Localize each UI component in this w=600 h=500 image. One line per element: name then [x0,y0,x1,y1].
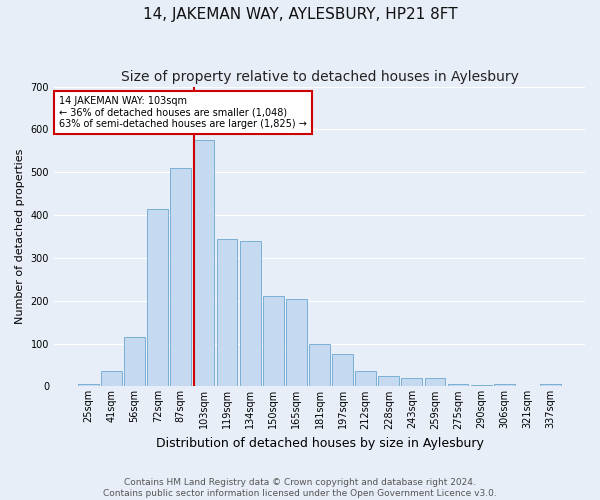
Bar [448,384,469,386]
Bar [194,140,214,386]
Bar [286,298,307,386]
Text: 14, JAKEMAN WAY, AYLESBURY, HP21 8FT: 14, JAKEMAN WAY, AYLESBURY, HP21 8FT [143,8,457,22]
Bar [78,384,99,386]
Bar [540,384,561,386]
Bar [170,168,191,386]
Bar [425,378,445,386]
Y-axis label: Number of detached properties: Number of detached properties [15,149,25,324]
Bar [148,208,168,386]
Title: Size of property relative to detached houses in Aylesbury: Size of property relative to detached ho… [121,70,518,84]
Bar [217,238,238,386]
Bar [471,385,491,386]
Bar [101,372,122,386]
X-axis label: Distribution of detached houses by size in Aylesbury: Distribution of detached houses by size … [155,437,484,450]
Bar [240,241,260,386]
Bar [309,344,330,386]
Bar [263,296,284,386]
Bar [332,354,353,386]
Text: Contains HM Land Registry data © Crown copyright and database right 2024.
Contai: Contains HM Land Registry data © Crown c… [103,478,497,498]
Bar [124,337,145,386]
Bar [355,372,376,386]
Text: 14 JAKEMAN WAY: 103sqm
← 36% of detached houses are smaller (1,048)
63% of semi-: 14 JAKEMAN WAY: 103sqm ← 36% of detached… [59,96,307,129]
Bar [494,384,515,386]
Bar [401,378,422,386]
Bar [379,376,399,386]
